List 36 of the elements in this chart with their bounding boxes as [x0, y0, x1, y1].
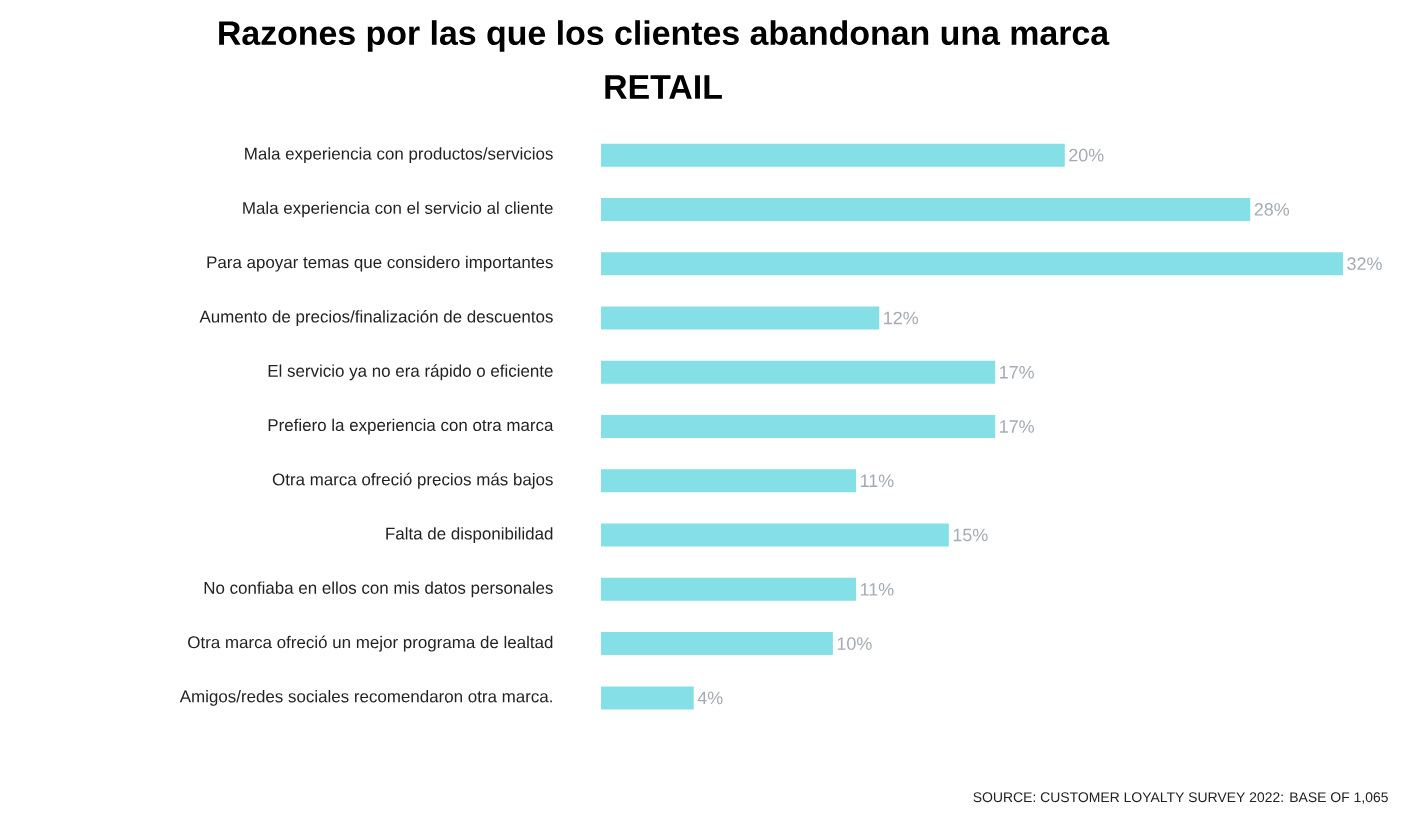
bar: [601, 577, 857, 601]
bar: [601, 686, 694, 710]
y-tick-label: Falta de disponibilidad: [386, 527, 553, 543]
bar: [601, 360, 996, 384]
data-label: 11%: [860, 583, 894, 596]
source-note: SOURCE: CUSTOMER LOYALTY SURVEY 2022: BASE OF 1,065: [973, 792, 1388, 804]
data-label: 17%: [1000, 365, 1034, 379]
y-tick-label: Mala experiencia con el servicio al cliente: [243, 201, 553, 218]
data-label: 17%: [1000, 420, 1034, 433]
bar: [601, 415, 996, 439]
data-label: 32%: [1347, 257, 1382, 271]
y-tick-label: Otra marca ofreció precios más bajos: [272, 472, 553, 489]
y-tick-label: Amigos/redes sociales recomendaron otra marca.: [179, 689, 552, 706]
data-label: 11%: [860, 474, 894, 488]
data-label: 4%: [697, 691, 723, 705]
chart-title: Razones por las que los clientes abandonan una marca: [219, 20, 1110, 52]
y-tick-label: Mala experiencia con productos/servicios: [245, 147, 553, 164]
bar: [601, 632, 833, 656]
y-tick-label: Prefiero la experiencia con otra marca: [268, 418, 554, 435]
data-label: 28%: [1254, 203, 1290, 216]
bar: [601, 252, 1344, 276]
y-tick-label: No confiaba en ellos con mis datos personales: [204, 581, 553, 598]
y-tick-label: Para apoyar temas que considero importantes: [207, 255, 553, 272]
y-tick-label: El servicio ya no era rápido o eficiente: [268, 364, 553, 381]
bar: [601, 143, 1065, 167]
bar: [601, 523, 949, 547]
y-tick-label: Otra marca ofreció un mejor programa de lealtad: [188, 635, 553, 652]
data-label: 12%: [884, 311, 919, 325]
chart-subtitle: RETAIL: [605, 75, 722, 99]
data-label: 15%: [953, 528, 988, 542]
bar: [601, 197, 1251, 221]
bar: [601, 469, 857, 493]
bar: [601, 306, 880, 330]
data-label: 20%: [1069, 148, 1104, 162]
y-tick-label: Aumento de precios/finalización de descuentos: [199, 309, 553, 326]
data-label: 10%: [837, 637, 872, 650]
